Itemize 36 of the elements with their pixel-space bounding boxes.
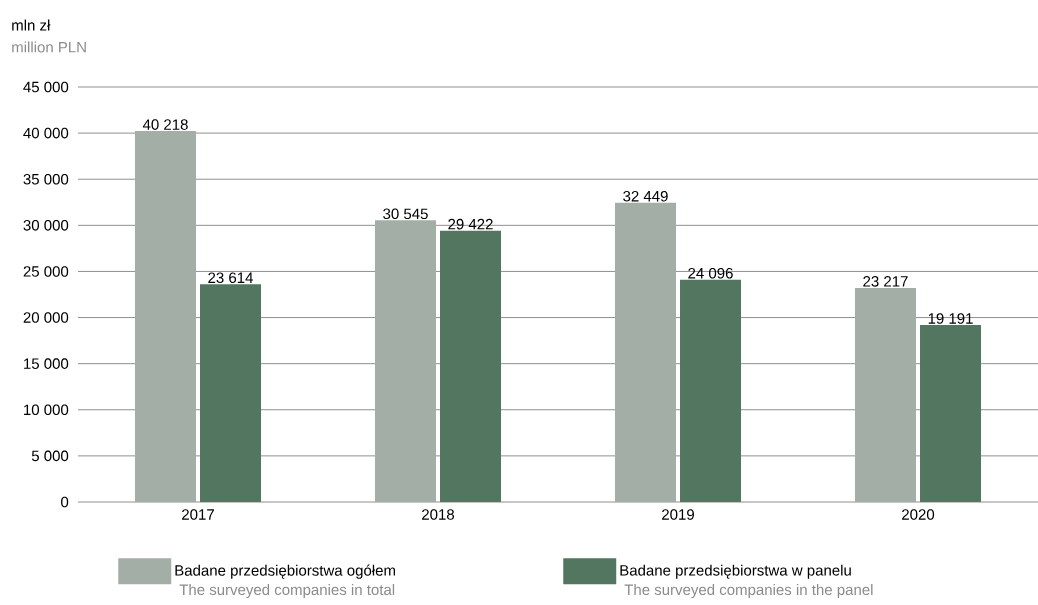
bar	[855, 287, 917, 502]
y-tick-label: 40 000	[23, 127, 69, 139]
x-tick-label: 2019	[662, 509, 694, 520]
data-label: 32 449	[623, 190, 668, 202]
y-tick-label: 35 000	[23, 173, 69, 185]
y-tick-label: 10 000	[24, 404, 69, 416]
y-axis-title: mln zł	[12, 19, 51, 31]
y-tick-label: 20 000	[23, 312, 69, 323]
data-label: 29 422	[448, 218, 493, 230]
bar	[920, 325, 982, 502]
x-tick-label: 2018	[422, 509, 455, 520]
data-label: 23 614	[208, 272, 253, 284]
bar	[200, 284, 261, 502]
text: The surveyed companies in the panel	[624, 584, 873, 598]
y-tick-label: 0	[61, 496, 69, 508]
data-label: 30 545	[383, 208, 428, 220]
y-tick-label: 5 000	[31, 450, 69, 462]
bar	[615, 202, 677, 502]
data-label: 24 096	[688, 267, 733, 279]
data-label: 19 191	[928, 313, 973, 324]
text: The surveyed companies in total	[179, 584, 395, 598]
x-tick-label: 2020	[902, 509, 935, 520]
data-label: 40 218	[142, 119, 188, 130]
y-tick-label: 30 000	[23, 220, 69, 231]
y-tick-label: 25 000	[23, 266, 69, 277]
legend-label: Badane przedsiębiorstwa w panelu	[620, 564, 851, 579]
y-tick-label: 45 000	[23, 81, 69, 93]
data-label: 23 217	[863, 276, 908, 287]
bar	[375, 220, 436, 502]
y-tick-label: 15 000	[24, 358, 69, 369]
legend-label: Badane przedsiębiorstwa ogółem	[175, 564, 395, 579]
bar	[135, 131, 196, 502]
x-tick-label: 2017	[182, 509, 214, 520]
bar	[440, 230, 501, 502]
bar	[680, 279, 742, 502]
chart-subtitle: million PLN	[12, 41, 86, 53]
